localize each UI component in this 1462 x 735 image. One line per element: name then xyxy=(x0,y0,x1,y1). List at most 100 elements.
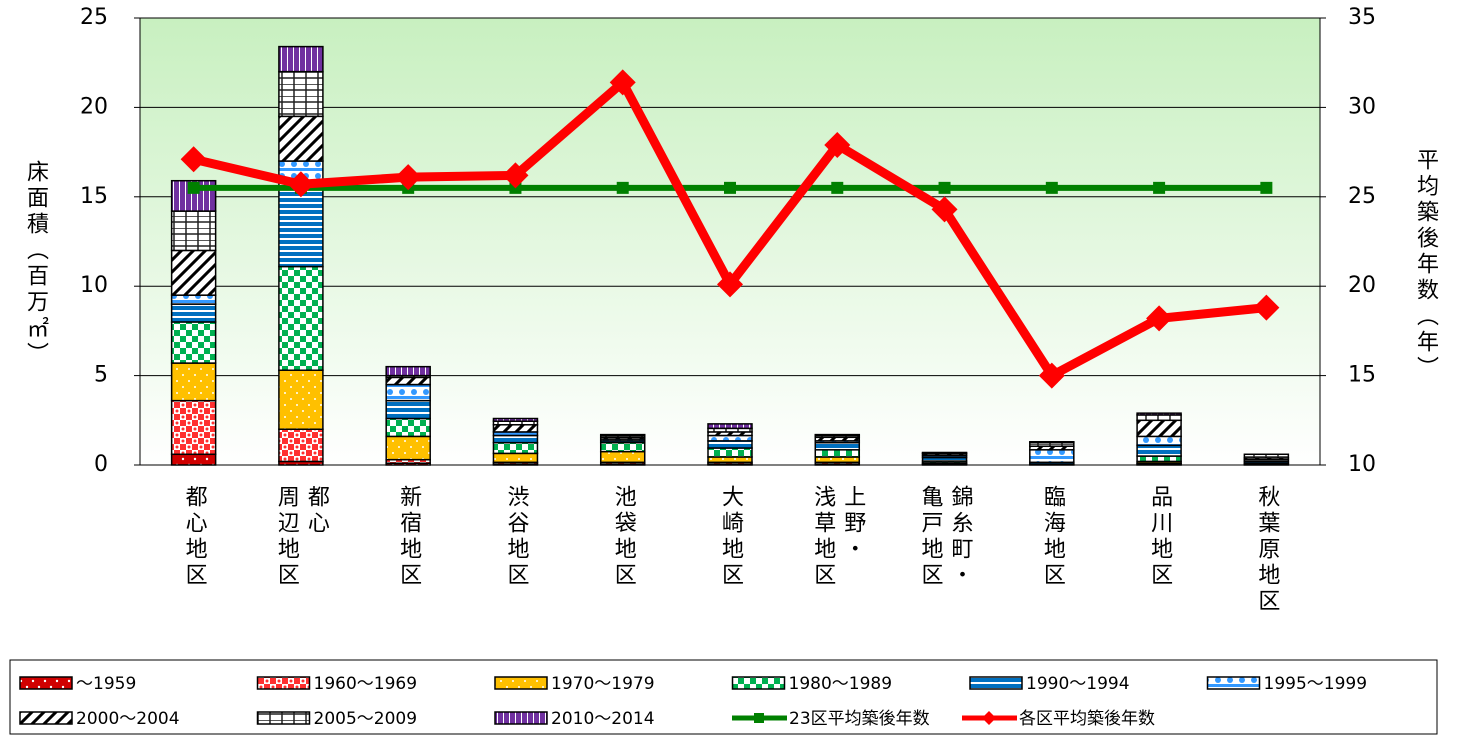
bar-segment xyxy=(278,45,324,73)
marker xyxy=(1045,181,1058,194)
bar-segment xyxy=(170,453,217,466)
x-tick-label: 池袋地区 xyxy=(610,485,636,589)
y-axis-label: 床面積（百万㎡） xyxy=(23,160,48,368)
legend-swatch xyxy=(256,711,311,725)
legend-label: 1995～1999 xyxy=(1264,674,1368,694)
legend-swatch xyxy=(731,676,786,690)
bar-segment xyxy=(492,434,539,444)
marker xyxy=(616,181,629,194)
bar-segment xyxy=(814,449,861,458)
legend-swatch xyxy=(494,676,548,690)
legend-label: ～1959 xyxy=(76,674,136,694)
x-tick-label: 秋葉原地区 xyxy=(1254,485,1280,615)
legend-label: 2000～2004 xyxy=(76,709,180,729)
y-tick-label: 20 xyxy=(80,94,108,119)
bar-segment xyxy=(492,441,539,455)
marker xyxy=(1260,181,1273,194)
bar-segment xyxy=(707,423,753,430)
bar-segment xyxy=(278,115,324,162)
marker xyxy=(824,131,851,158)
bar-segment xyxy=(278,428,324,463)
x-tick-label: 都心 周辺地区 xyxy=(273,485,329,589)
marker xyxy=(1038,362,1065,389)
bar-segment xyxy=(1136,412,1182,416)
bar-segment xyxy=(170,294,217,305)
legend-swatch xyxy=(19,711,73,725)
y-tick-label: 0 xyxy=(94,452,108,477)
legend-label: 2010～2014 xyxy=(551,709,655,729)
bar-segment xyxy=(599,450,646,464)
bar-segment xyxy=(1136,444,1182,457)
bar-segment xyxy=(385,435,431,461)
bar-segment xyxy=(707,456,753,464)
bar-segment xyxy=(1136,414,1182,422)
marker xyxy=(831,181,844,194)
y-tick-label: 5 xyxy=(94,363,108,388)
x-tick-label: 都心地区 xyxy=(181,485,207,589)
bar-segment xyxy=(1136,435,1182,447)
bar-segment xyxy=(1136,455,1182,463)
bar-segment xyxy=(492,424,539,433)
y2-tick-label: 25 xyxy=(1348,184,1376,209)
legend-label: 各区平均築後年数 xyxy=(1019,709,1155,729)
legend-box xyxy=(9,659,1438,735)
marker xyxy=(717,271,743,298)
bar-segment xyxy=(170,399,217,456)
x-tick-label: 品川地区 xyxy=(1147,485,1173,589)
plot-area xyxy=(139,17,1321,466)
marker xyxy=(395,164,422,191)
bar-segment xyxy=(599,433,646,437)
x-tick-label: 新宿地区 xyxy=(396,485,422,589)
marker xyxy=(1146,305,1173,332)
bar-segment xyxy=(385,417,431,438)
bar-segment xyxy=(599,441,646,453)
bar-segment xyxy=(278,70,324,118)
bar-segment xyxy=(170,303,217,323)
y-tick-label: 15 xyxy=(80,184,108,209)
legend-label: 1970～1979 xyxy=(551,674,655,694)
bar-segment xyxy=(1136,419,1182,438)
bar-segment xyxy=(492,452,539,464)
bar-segment xyxy=(278,369,324,430)
marker xyxy=(724,181,736,194)
bar-segment xyxy=(492,417,539,422)
legend-label: 2005～2009 xyxy=(314,709,418,729)
y-tick-label: 10 xyxy=(80,273,108,298)
marker xyxy=(938,181,951,194)
bar-segment xyxy=(385,383,431,402)
y2-axis-label: 平均築後年数（年） xyxy=(1413,148,1438,382)
marker xyxy=(609,69,636,96)
y2-tick-label: 20 xyxy=(1348,273,1376,298)
y-tick-label: 25 xyxy=(80,5,108,30)
marker xyxy=(502,162,529,189)
bar-segment xyxy=(814,433,861,437)
y2-tick-label: 15 xyxy=(1348,363,1376,388)
bar-segment xyxy=(385,365,431,377)
legend-swatch xyxy=(19,676,73,690)
bar-segment xyxy=(170,362,217,402)
bar-segment xyxy=(707,440,753,449)
bar-segment xyxy=(385,376,431,386)
legend-swatch xyxy=(754,713,764,723)
bar-segment xyxy=(707,447,753,458)
bar-segment xyxy=(707,434,753,442)
bar-segment xyxy=(170,249,217,296)
bar-segment xyxy=(170,321,217,364)
y2-tick-label: 35 xyxy=(1348,5,1376,30)
x-tick-label: 大崎地区 xyxy=(718,485,743,589)
legend-swatch xyxy=(1206,676,1261,690)
legend-swatch xyxy=(982,711,996,725)
marker xyxy=(287,171,314,198)
x-tick-label: 上野・ 浅草地区 xyxy=(810,485,866,589)
y2-tick-label: 30 xyxy=(1348,94,1376,119)
bar-segment xyxy=(1243,453,1290,459)
bar-segment xyxy=(921,451,968,454)
marker xyxy=(931,196,958,223)
y2-tick-label: 10 xyxy=(1348,452,1376,477)
legend-swatch xyxy=(494,711,548,725)
bar-segment xyxy=(814,456,861,464)
x-tick-label: 臨海地区 xyxy=(1039,485,1065,589)
bar-segment xyxy=(814,441,861,451)
